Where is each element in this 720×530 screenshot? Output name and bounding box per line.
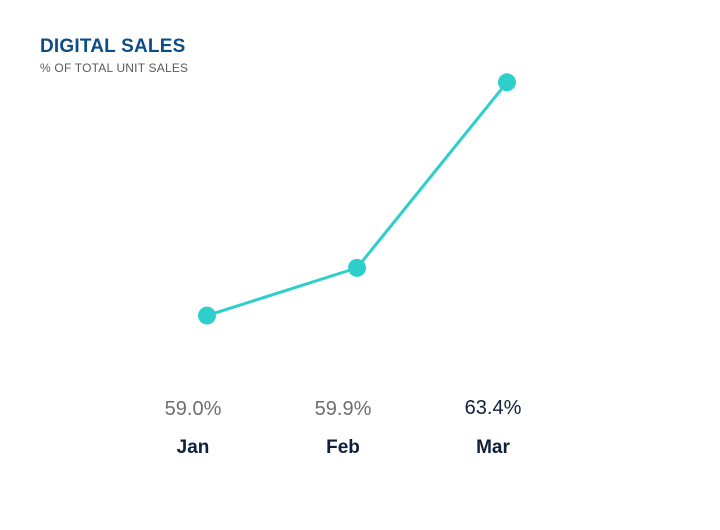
data-point-mar — [498, 73, 516, 92]
data-point-feb — [348, 258, 366, 277]
chart-title: DIGITAL SALES — [40, 36, 186, 57]
value-label-feb: 59.9% — [315, 398, 372, 420]
series-layer — [198, 73, 516, 325]
value-label-mar: 63.4% — [465, 397, 522, 419]
value-label-jan: 59.0% — [165, 398, 222, 420]
chart-subtitle: % OF TOTAL UNIT SALES — [40, 61, 189, 75]
series-line — [206, 81, 509, 318]
category-label-jan: Jan — [177, 437, 210, 458]
category-label-mar: Mar — [476, 437, 510, 458]
label-layer: 59.0% Jan 59.9% Feb 63.4% Mar — [165, 397, 522, 458]
category-label-feb: Feb — [326, 437, 360, 458]
data-point-jan — [198, 306, 216, 325]
